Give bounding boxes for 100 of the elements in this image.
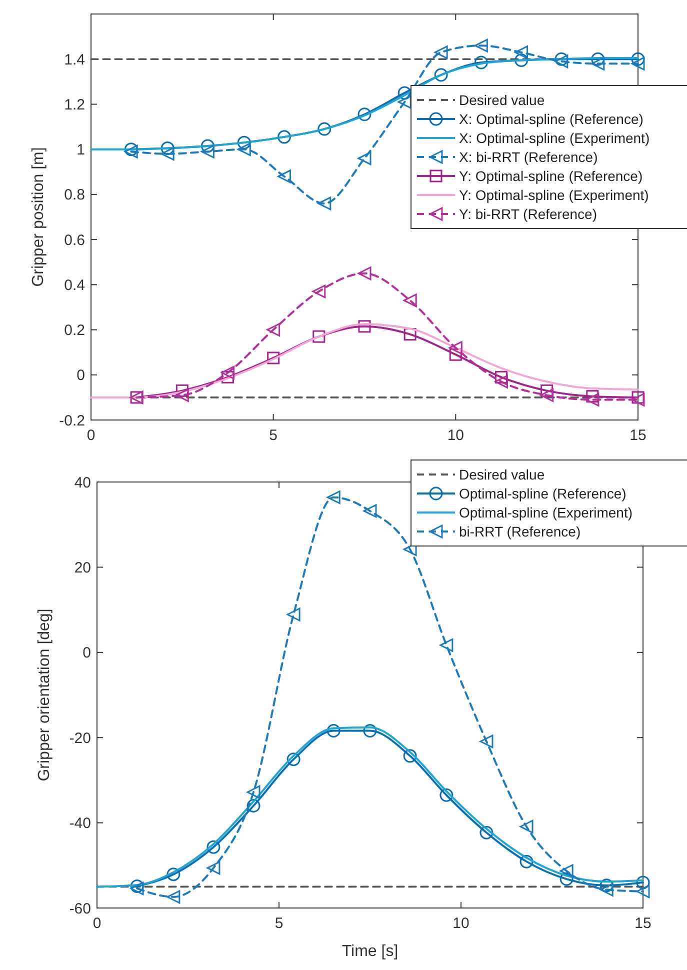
point <box>267 352 280 364</box>
point <box>166 890 180 904</box>
point <box>586 392 600 406</box>
point <box>398 95 412 109</box>
point <box>398 86 412 100</box>
point <box>636 876 650 890</box>
y-tick-label: 0.4 <box>64 276 85 294</box>
point <box>312 330 326 343</box>
point <box>403 749 417 763</box>
y-tick-label: 0.2 <box>64 322 85 340</box>
legend-label: X: Optimal-spline (Experiment) <box>459 130 650 146</box>
point <box>404 328 416 341</box>
point <box>540 384 554 397</box>
point <box>560 872 574 886</box>
y-axis-title: Gripper position [m] <box>30 147 47 287</box>
x-tick-label: 0 <box>92 915 102 932</box>
point <box>474 56 488 70</box>
legend-label: Y: Optimal-spline (Experiment) <box>459 186 649 203</box>
point <box>591 56 605 70</box>
point <box>600 878 614 892</box>
point <box>631 56 645 70</box>
point <box>449 348 462 361</box>
point <box>591 52 605 66</box>
x-tick-label: 15 <box>630 427 646 444</box>
point <box>246 785 260 799</box>
point <box>480 826 494 840</box>
x-tick-label: 5 <box>269 427 278 444</box>
point <box>221 366 234 380</box>
point <box>631 52 645 66</box>
x-axis-title: Time [s] <box>342 943 398 960</box>
point <box>520 820 534 834</box>
y-tick-label: 0 <box>82 644 91 662</box>
point <box>403 294 417 308</box>
point <box>434 46 448 60</box>
y-tick-label: 1.2 <box>64 96 85 114</box>
point <box>495 370 508 384</box>
legend-label: bi-RRT (Reference) <box>459 523 581 540</box>
point <box>494 374 508 388</box>
point <box>318 122 332 136</box>
legend-label: Optimal-spline (Reference) <box>459 485 626 502</box>
point <box>440 788 454 802</box>
y-tick-label: -40 <box>69 815 91 832</box>
point <box>434 68 448 82</box>
y-tick-label: -60 <box>69 900 91 918</box>
point <box>600 882 614 896</box>
point <box>160 141 174 155</box>
point <box>632 391 644 404</box>
x-tick-label: 10 <box>452 915 470 932</box>
point <box>358 266 372 280</box>
legend-label: Y: bi-RRT (Reference) <box>459 206 597 222</box>
point <box>636 884 650 898</box>
point <box>440 638 454 652</box>
point <box>286 752 300 766</box>
point <box>514 46 528 60</box>
legend-label: Desired value <box>459 466 545 482</box>
point <box>206 840 220 854</box>
y-tick-label: -20 <box>69 730 91 747</box>
y-tick-label: 0 <box>76 367 85 384</box>
point <box>448 341 462 355</box>
point <box>286 608 300 622</box>
point <box>222 370 234 384</box>
legend-label: X: Optimal-spline (Reference) <box>459 110 644 127</box>
point <box>312 284 326 298</box>
point <box>200 144 214 158</box>
point <box>237 142 251 156</box>
point <box>176 384 188 397</box>
point <box>326 724 340 738</box>
legend-label: Y: Optimal-spline (Reference) <box>459 168 643 184</box>
point <box>540 388 554 402</box>
y-axis-title: Gripper orientation [deg] <box>36 608 53 782</box>
point <box>237 136 251 150</box>
point <box>586 390 599 403</box>
legend-label: Optimal-spline (Experiment) <box>459 504 632 520</box>
y-tick-label: 0.6 <box>64 232 85 249</box>
point <box>318 196 332 210</box>
point <box>326 490 340 504</box>
point <box>358 320 371 333</box>
point <box>560 864 574 878</box>
point <box>358 108 372 122</box>
point <box>206 861 220 875</box>
point <box>166 868 180 882</box>
y-tick-label: 0.8 <box>64 186 85 204</box>
point <box>278 170 292 184</box>
point <box>480 734 494 748</box>
y-tick-label: 40 <box>74 474 91 492</box>
point <box>474 38 488 52</box>
point <box>278 130 292 144</box>
point <box>246 799 260 813</box>
y-tick-label: -0.2 <box>59 412 85 430</box>
legend-label: Desired value <box>459 92 545 108</box>
point <box>358 152 372 166</box>
point <box>514 53 528 67</box>
point <box>266 323 280 337</box>
x-tick-label: 5 <box>274 915 284 932</box>
point <box>160 147 174 161</box>
point <box>175 388 189 402</box>
x-tick-label: 15 <box>634 915 652 932</box>
y-tick-label: 20 <box>74 559 91 576</box>
point <box>363 724 377 738</box>
point <box>631 392 645 406</box>
